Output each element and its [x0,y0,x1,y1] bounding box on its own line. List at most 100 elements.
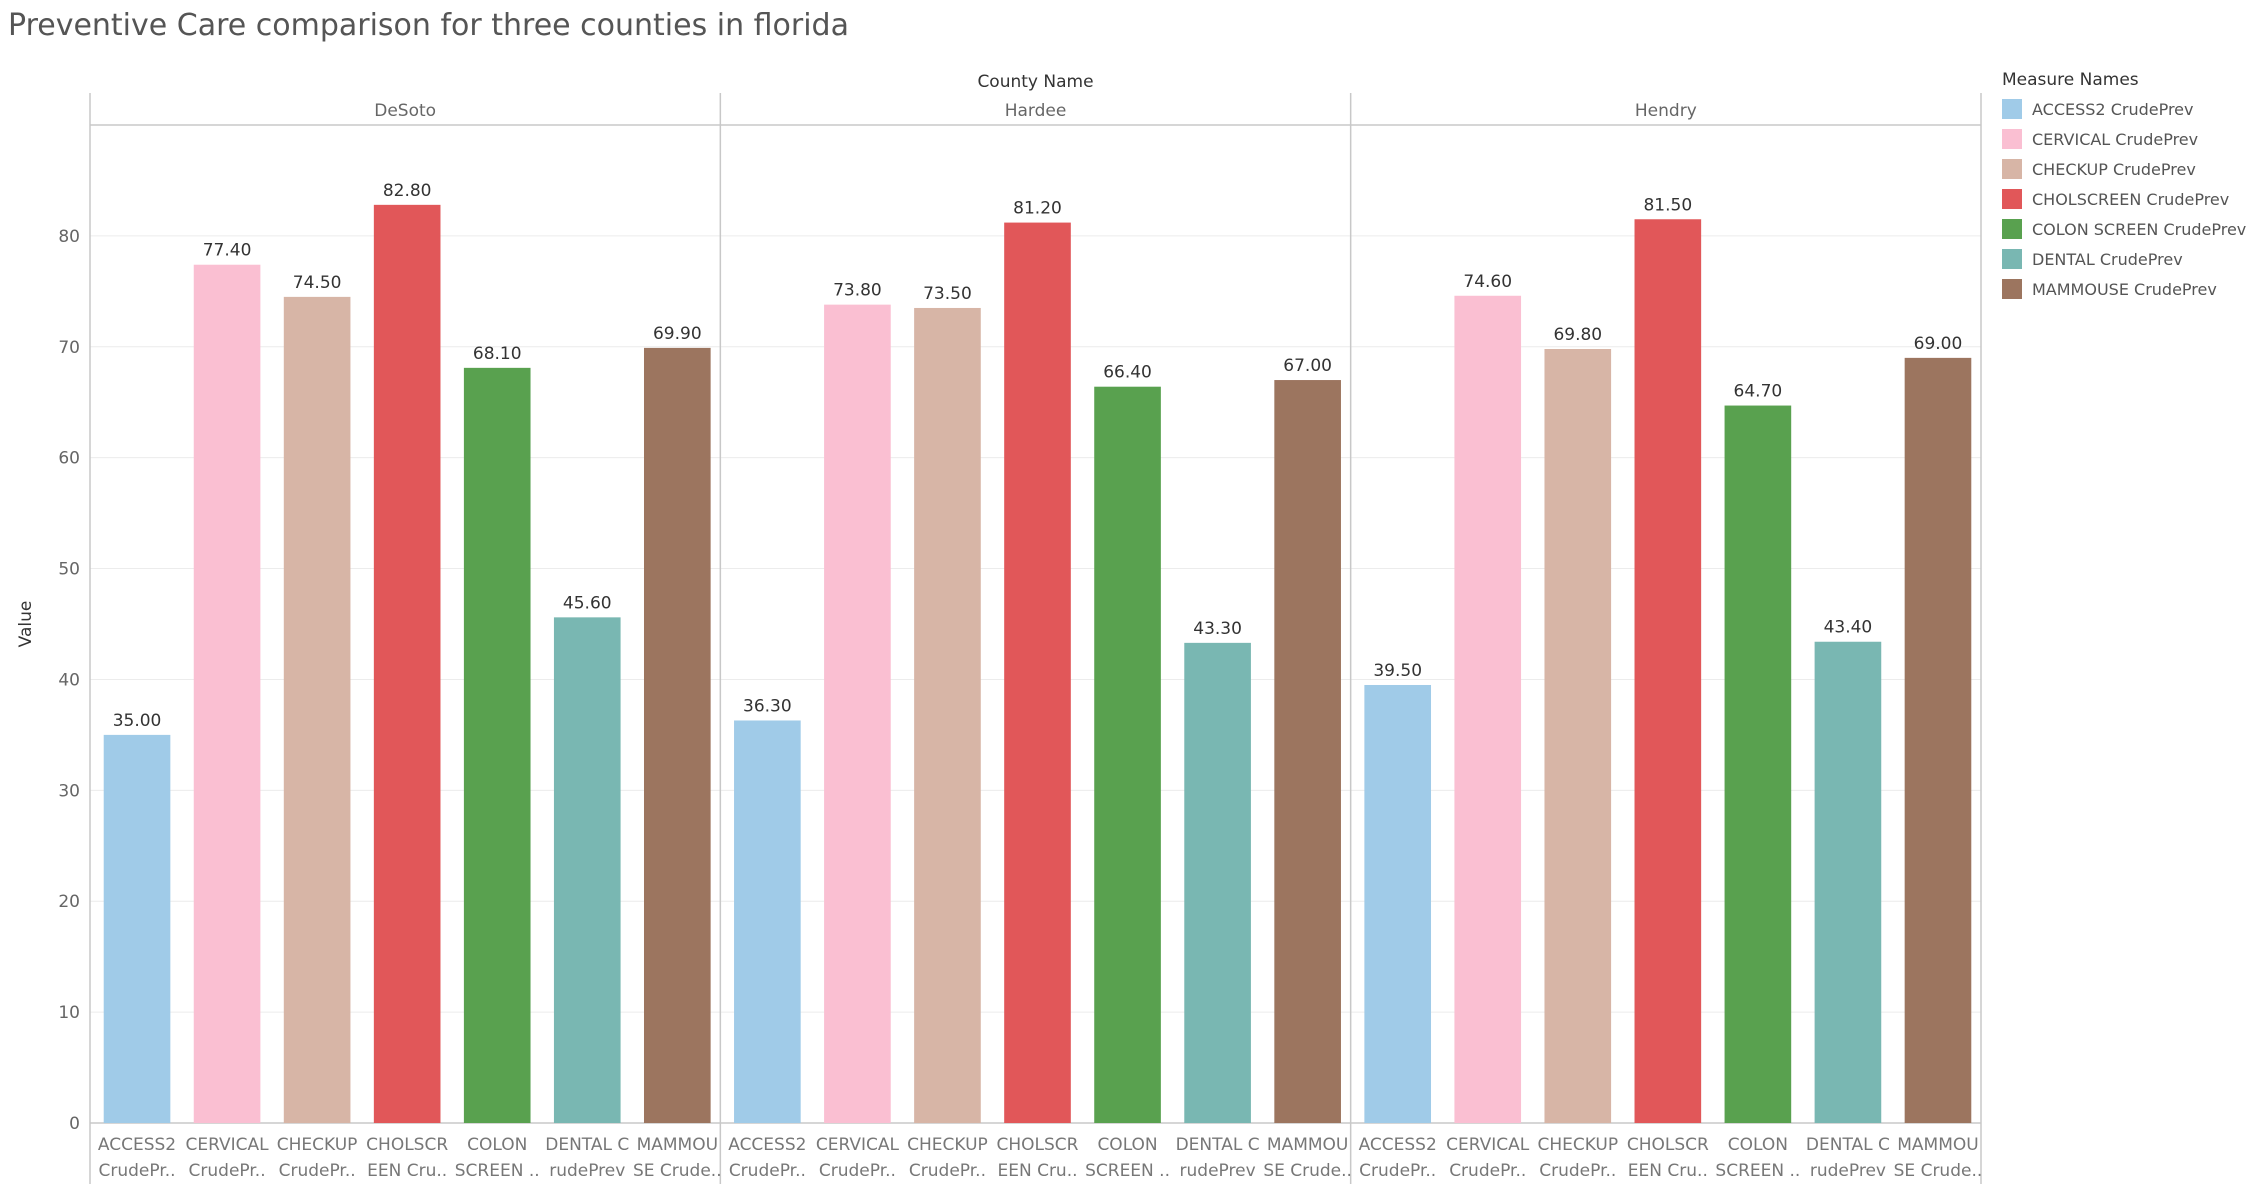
data-label: 39.50 [1373,661,1422,681]
facet-title: County Name [977,72,1093,92]
data-label: 66.40 [1103,363,1152,383]
y-tick-label: 50 [58,560,80,580]
x-tick-label: CrudePr.. [189,1161,266,1181]
x-tick-label: CrudePr.. [279,1161,356,1181]
data-label: 81.50 [1643,195,1692,215]
legend-items: ACCESS2 CrudePrev CERVICAL CrudePrev CHECK… [2002,94,2257,304]
y-tick-label: 80 [58,227,80,247]
x-tick-label: EEN Cru.. [997,1161,1077,1181]
data-label: 73.80 [833,281,882,301]
x-tick-label: CrudePr.. [1359,1161,1436,1181]
data-label: 77.40 [203,241,252,261]
x-tick-label: COLON [1728,1135,1788,1155]
x-tick-label: SE Crude.. [1263,1161,1352,1181]
legend-swatch [2002,189,2022,209]
legend-item[interactable]: MAMMOUSE CrudePrev [2002,274,2257,304]
bar [463,367,531,1123]
data-label: 74.60 [1463,272,1512,292]
bar [1814,641,1882,1123]
y-tick-label: 40 [58,670,80,690]
x-tick-label: SCREEN .. [1715,1161,1800,1181]
x-tick-label: ACCESS2 [98,1135,176,1155]
facet-label: DeSoto [374,101,436,121]
bar [553,617,621,1123]
bar [914,307,981,1123]
x-tick-label: CERVICAL [186,1135,270,1155]
data-label: 68.10 [473,344,522,364]
chart-title: Preventive Care comparison for three cou… [8,8,849,43]
data-label: 35.00 [113,711,162,731]
x-tick-label: CrudePr.. [1449,1161,1526,1181]
legend-swatch [2002,129,2022,149]
x-tick-label: DENTAL C [545,1135,629,1155]
x-tick-label: CERVICAL [1446,1135,1530,1155]
x-tick-label: DENTAL C [1176,1135,1260,1155]
x-tick-label: ACCESS2 [728,1135,806,1155]
data-label: 73.50 [923,284,972,304]
data-label: 69.90 [653,324,702,344]
legend-label: DENTAL CrudePrev [2032,249,2183,269]
facet-label: Hardee [1005,101,1067,121]
data-label: 36.30 [743,696,792,716]
x-tick-label: COLON [467,1135,527,1155]
bar [643,347,711,1123]
bar [1904,357,1972,1123]
legend-swatch [2002,279,2022,299]
legend-label: CHOLSCREEN CrudePrev [2032,189,2230,209]
legend-label: ACCESS2 CrudePrev [2032,99,2194,119]
data-label: 43.40 [1824,618,1873,638]
x-tick-label: CrudePr.. [1539,1161,1616,1181]
x-tick-label: CHECKUP [907,1135,988,1155]
data-label: 74.50 [293,273,342,293]
x-tick-label: CHECKUP [1537,1135,1618,1155]
legend-swatch [2002,219,2022,239]
bar [1454,295,1522,1123]
legend-item[interactable]: DENTAL CrudePrev [2002,244,2257,274]
legend-label: MAMMOUSE CrudePrev [2032,279,2217,299]
bar [1364,684,1432,1123]
x-tick-label: MAMMOU [1267,1135,1348,1155]
x-tick-label: EEN Cru.. [1628,1161,1708,1181]
x-tick-label: CHOLSCR [1627,1135,1709,1155]
data-label: 69.80 [1553,325,1602,345]
x-tick-label: CHECKUP [277,1135,358,1155]
x-tick-label: CHOLSCR [997,1135,1079,1155]
y-tick-label: 70 [58,338,80,358]
y-tick-label: 10 [58,1003,80,1023]
legend-item[interactable]: CHOLSCREEN CrudePrev [2002,184,2257,214]
legend-swatch [2002,159,2022,179]
data-label: 82.80 [383,181,432,201]
data-label: 43.30 [1193,619,1242,639]
legend-item[interactable]: CHECKUP CrudePrev [2002,154,2257,184]
bar [734,720,801,1123]
bar [1184,642,1251,1123]
data-label: 67.00 [1283,356,1332,376]
legend-label: COLON SCREEN CrudePrev [2032,219,2247,239]
x-tick-label: SE Crude.. [633,1161,722,1181]
legend-item[interactable]: CERVICAL CrudePrev [2002,124,2257,154]
x-tick-label: CrudePr.. [909,1161,986,1181]
data-label: 81.20 [1013,199,1062,219]
y-tick-label: 60 [58,449,80,469]
legend-item[interactable]: ACCESS2 CrudePrev [2002,94,2257,124]
legend-label: CERVICAL CrudePrev [2032,129,2199,149]
y-tick-label: 20 [58,892,80,912]
y-tick-label: 30 [58,781,80,801]
bar [193,264,261,1124]
faceted-bar-chart: 0 10 20 30 40 50 60 70 80 Value County Name DeSoto 3… [16,72,1982,1184]
legend-item[interactable]: COLON SCREEN CrudePrev [2002,214,2257,244]
data-label: 45.60 [563,593,612,613]
bar [373,204,441,1124]
x-tick-label: CHOLSCR [366,1135,448,1155]
x-tick-label: SCREEN .. [1085,1161,1170,1181]
x-tick-label: rudePrev [1180,1161,1256,1181]
facet-label: Hendry [1635,101,1697,121]
bar [103,734,171,1123]
bar [1094,386,1161,1124]
x-tick-label: rudePrev [1810,1161,1886,1181]
data-label: 69.00 [1914,334,1963,354]
bar [283,296,351,1123]
legend-swatch [2002,99,2022,119]
bar [824,304,891,1123]
bar [1004,222,1071,1124]
